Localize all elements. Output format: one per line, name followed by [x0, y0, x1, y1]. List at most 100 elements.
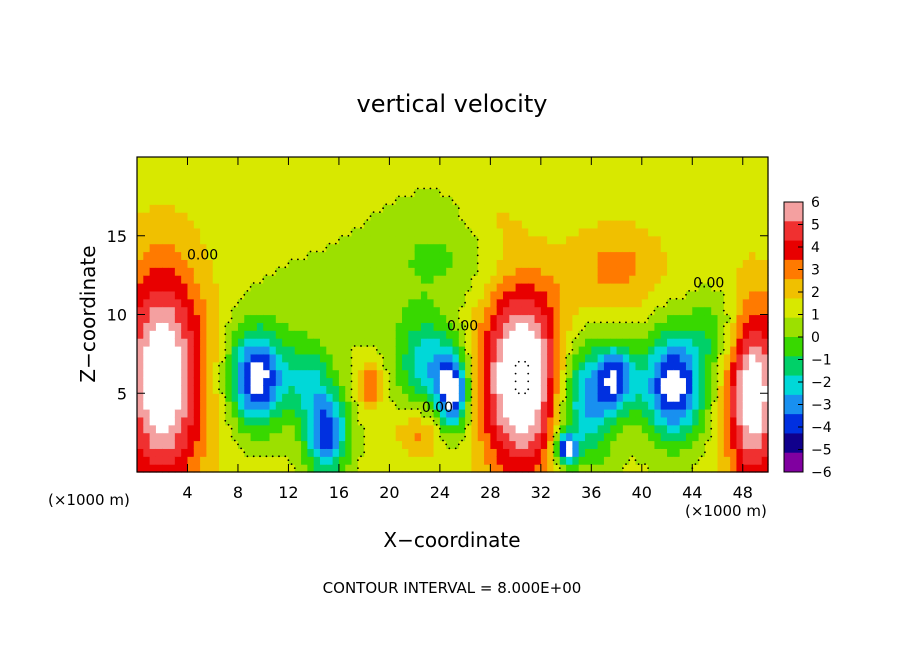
field-cell — [667, 259, 674, 268]
field-cell — [578, 377, 586, 386]
field-cell — [509, 227, 517, 237]
field-cell — [231, 172, 239, 182]
field-cell — [269, 440, 277, 449]
field-cell — [319, 227, 327, 237]
field-cell — [629, 306, 637, 316]
field-cell — [200, 251, 208, 260]
field-cell — [269, 353, 277, 363]
field-cell — [370, 440, 378, 449]
field-cell — [528, 204, 536, 213]
field-cell — [263, 330, 271, 339]
field-cell — [357, 361, 365, 371]
field-cell — [591, 259, 599, 268]
field-cell — [219, 298, 226, 308]
field-cell — [673, 424, 681, 434]
field-cell — [603, 314, 611, 323]
field-cell — [433, 164, 441, 174]
field-cell — [345, 448, 353, 457]
field-cell — [465, 235, 473, 245]
field-cell — [288, 409, 296, 418]
field-cell — [174, 188, 182, 197]
field-cell — [137, 267, 144, 276]
zero-contour-segment — [221, 392, 224, 395]
field-cell — [673, 157, 681, 166]
field-cell — [648, 251, 656, 260]
field-cell — [572, 448, 580, 457]
field-cell — [667, 361, 674, 371]
field-cell — [742, 369, 750, 379]
field-cell — [168, 220, 176, 229]
contour-segment — [514, 380, 517, 383]
field-cell — [370, 259, 378, 268]
field-cell — [610, 188, 618, 197]
field-cell — [288, 227, 296, 237]
field-cell — [237, 235, 245, 245]
field-cell — [736, 283, 744, 292]
field-cell — [717, 464, 725, 473]
field-cell — [162, 157, 170, 166]
field-cell — [383, 385, 390, 394]
field-cell — [269, 227, 277, 237]
field-cell — [326, 409, 334, 418]
field-cell — [174, 298, 182, 308]
zero-contour-segment — [423, 416, 425, 418]
field-cell — [667, 212, 674, 221]
field-cell — [730, 432, 738, 442]
field-cell — [326, 243, 334, 253]
field-cell — [319, 385, 327, 394]
field-cell — [351, 290, 359, 300]
y-axis-label: Z−coordinate — [76, 245, 100, 382]
field-cell — [635, 338, 643, 347]
field-cell — [433, 188, 441, 197]
field-cell — [749, 409, 756, 418]
field-cell — [704, 164, 712, 174]
field-cell — [395, 227, 403, 237]
field-cell — [200, 346, 208, 355]
field-cell — [723, 180, 731, 190]
field-cell — [667, 283, 674, 292]
field-cell — [692, 306, 700, 316]
field-cell — [439, 440, 447, 449]
field-cell — [420, 353, 428, 363]
field-cell — [610, 275, 618, 284]
field-cell — [528, 172, 536, 182]
field-cell — [528, 440, 536, 449]
zero-contour-segment — [259, 282, 261, 284]
field-cell — [540, 353, 548, 363]
field-cell — [585, 306, 592, 316]
field-cell — [704, 290, 712, 300]
field-cell — [685, 275, 693, 284]
field-cell — [736, 432, 744, 442]
field-cell — [730, 464, 738, 473]
field-cell — [212, 172, 220, 182]
field-cell — [288, 353, 296, 363]
field-cell — [540, 267, 548, 276]
field-cell — [275, 204, 283, 213]
field-cell — [585, 180, 592, 190]
field-cell — [307, 212, 315, 221]
field-cell — [168, 385, 176, 394]
field-cell — [263, 298, 271, 308]
field-cell — [534, 267, 542, 276]
zero-contour-segment — [634, 459, 637, 462]
field-cell — [376, 330, 384, 339]
field-cell — [566, 204, 573, 213]
field-cell — [585, 243, 592, 253]
field-cell — [370, 243, 378, 253]
field-cell — [212, 448, 220, 457]
field-cell — [755, 424, 763, 434]
field-cell — [225, 251, 233, 260]
field-cell — [761, 275, 769, 284]
field-cell — [528, 377, 536, 386]
zero-contour-segment — [325, 246, 328, 249]
zero-contour-segment — [224, 396, 227, 399]
field-cell — [351, 393, 359, 402]
field-cell — [301, 157, 308, 166]
field-cell — [351, 259, 359, 268]
field-cell — [559, 393, 567, 402]
field-cell — [610, 251, 618, 260]
field-cell — [282, 361, 290, 371]
field-cell — [534, 298, 542, 308]
field-cell — [332, 157, 340, 166]
field-cell — [383, 432, 390, 442]
